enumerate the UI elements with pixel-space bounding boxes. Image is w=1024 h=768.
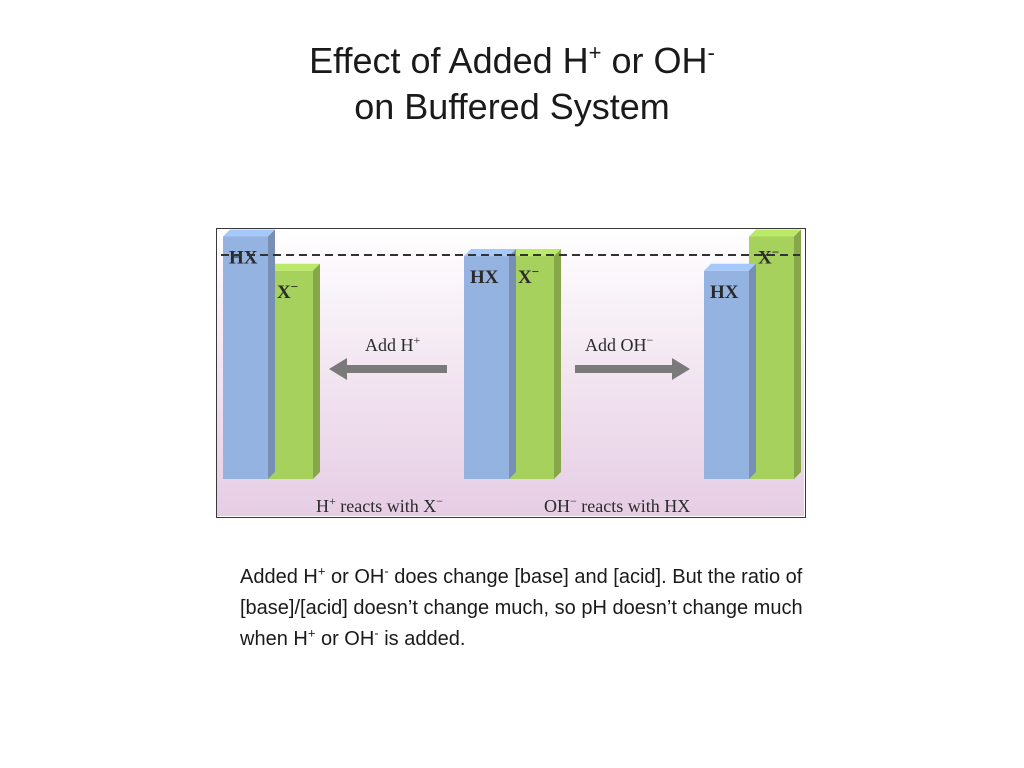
caption-text: Added H	[240, 566, 318, 588]
caption-text: is added.	[378, 628, 466, 650]
buffer-diagram: HX X− HX X− HX X− Add H+ Add OH− H+ reacts wi…	[216, 228, 806, 518]
x-bar-initial	[509, 249, 561, 479]
caption-text: does change [base] and [acid]. But the r…	[240, 566, 803, 650]
arrow-right-label: Add OH−	[585, 333, 654, 355]
caption-superscript: -	[374, 625, 379, 641]
title-line-2: on Buffered System	[354, 86, 670, 127]
title-superscript-plus: +	[588, 40, 602, 65]
hx-bar-initial-front	[464, 256, 509, 479]
x-bar-add-oh-front	[749, 236, 794, 479]
x-label-add-oh: X−	[758, 244, 779, 268]
x-label-initial: X−	[518, 264, 539, 288]
title-line-1: Effect of Added H+ or OH-	[0, 38, 1024, 84]
hx-bar-add-oh-top	[704, 263, 756, 271]
hx-bar-initial-top	[464, 249, 516, 257]
title-text: Effect of Added H	[309, 40, 589, 81]
x-bar-add-h	[268, 263, 320, 479]
caption-superscript: +	[307, 625, 316, 641]
bottom-right-label: OH− reacts with HX	[544, 494, 690, 516]
hx-label-add-oh: HX	[710, 282, 739, 303]
caption-superscript: +	[317, 563, 326, 579]
x-bar-add-oh	[749, 229, 801, 479]
title-superscript-minus: -	[707, 40, 715, 65]
title-text: or OH	[601, 40, 708, 81]
caption-paragraph: Added H+ or OH- does change [base] and […	[240, 562, 820, 655]
hx-bar-initial-side	[509, 249, 516, 479]
x-bar-add-oh-top	[749, 229, 801, 237]
hx-bar-add-h-front	[223, 236, 268, 479]
hx-bar-add-oh-front	[704, 270, 749, 479]
hx-bar-add-h-top	[223, 229, 275, 237]
x-bar-add-h-side	[313, 263, 320, 479]
bar-group: HX X− HX X− HX X−	[223, 229, 801, 479]
caption-text: or OH	[315, 628, 375, 650]
x-bar-add-oh-side	[794, 229, 801, 479]
hx-label-initial: HX	[470, 267, 499, 288]
caption-text: or OH	[325, 566, 385, 588]
arrow-left-label: Add H+	[365, 333, 421, 355]
hx-bar-add-oh	[704, 263, 756, 479]
hx-bar-add-h	[223, 229, 275, 479]
hx-bar-initial	[464, 249, 516, 479]
x-label-add-h: X−	[277, 279, 298, 303]
x-bar-initial-side	[554, 249, 561, 479]
caption-superscript: -	[384, 563, 389, 579]
hx-bar-add-h-side	[268, 229, 275, 479]
bottom-left-label: H+ reacts with X−	[316, 494, 443, 516]
right-arrow-icon	[575, 358, 690, 380]
hx-label-add-h: HX	[229, 247, 258, 268]
x-bar-add-h-top	[268, 263, 320, 271]
slide-title: Effect of Added H+ or OH- on Buffered Sy…	[0, 38, 1024, 130]
x-bar-initial-front	[509, 256, 554, 479]
hx-bar-add-oh-side	[749, 263, 756, 479]
buffer-diagram-svg: HX X− HX X− HX X− Add H+ Add OH− H+ reacts wi…	[217, 229, 804, 516]
left-arrow-icon	[329, 358, 447, 380]
x-bar-add-h-front	[268, 270, 313, 479]
